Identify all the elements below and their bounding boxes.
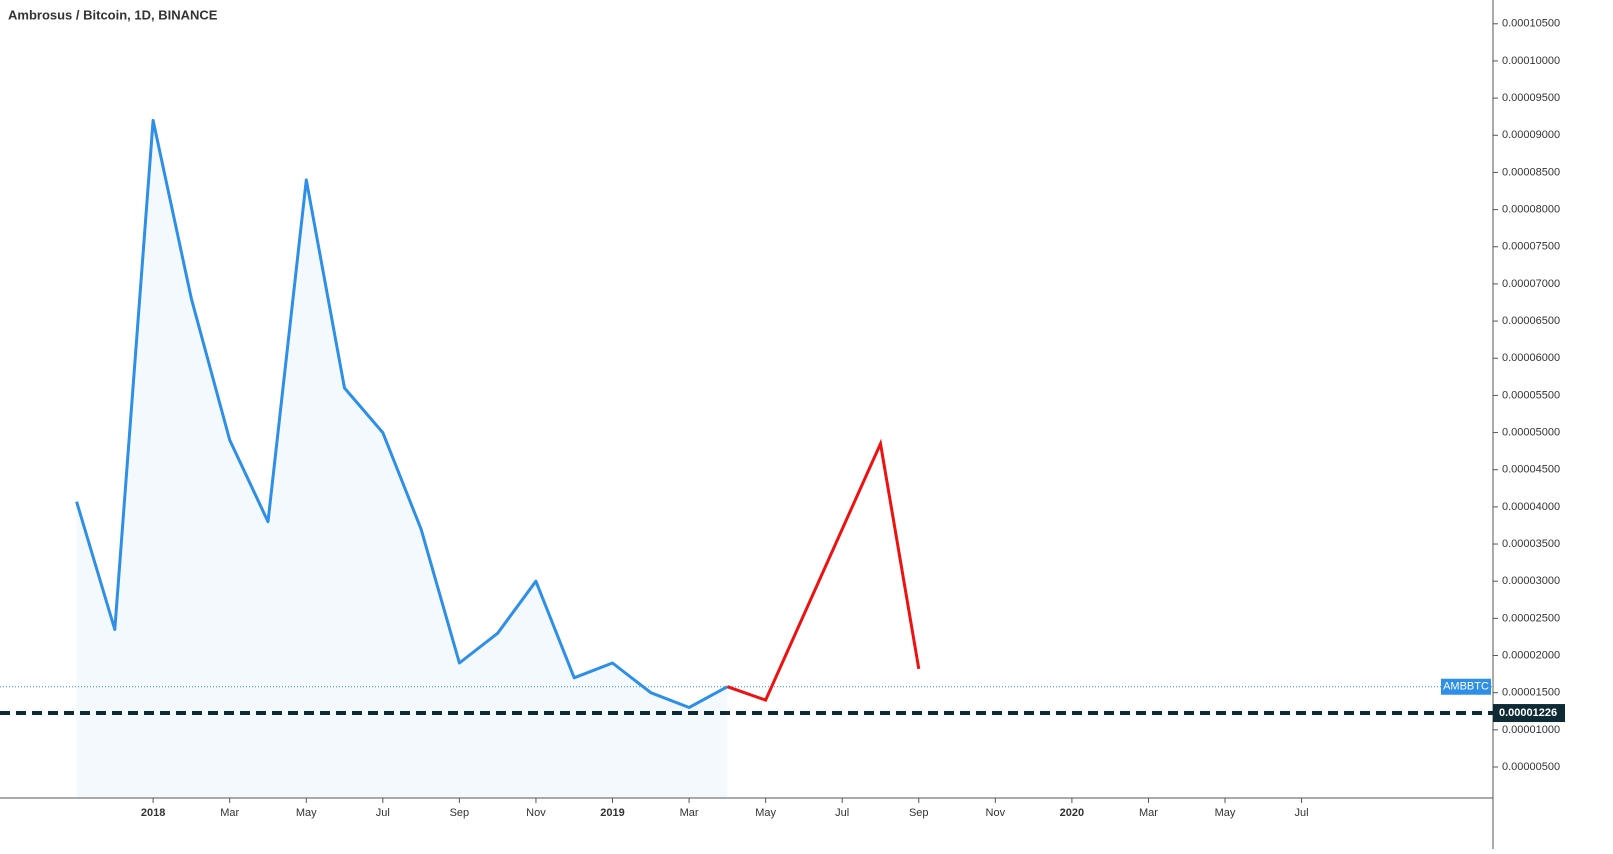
area xyxy=(76,120,728,798)
y-tick-label: 0.00008500 xyxy=(1502,166,1560,178)
y-tick-label: 0.00010500 xyxy=(1502,18,1560,30)
y-tick-label: 0.00001000 xyxy=(1502,724,1560,736)
y-tick-label: 0.00010000 xyxy=(1502,55,1560,67)
x-tick-label: Jul xyxy=(835,807,849,819)
y-tick-label: 0.00000500 xyxy=(1502,761,1560,773)
support-label: 0.00001226 xyxy=(1499,707,1557,719)
y-tick-label: 0.00004000 xyxy=(1502,501,1560,513)
x-tick-label: 2019 xyxy=(600,807,624,819)
last-price-tag xyxy=(1441,678,1491,695)
y-tick-label: 0.00003000 xyxy=(1502,575,1560,587)
y-tick-label: 0.00005500 xyxy=(1502,389,1560,401)
x-tick-label: May xyxy=(296,807,317,819)
y-tick-label: 0.00005000 xyxy=(1502,426,1560,438)
y-tick-label: 0.00004500 xyxy=(1502,464,1560,476)
y-tick-label: 0.00002000 xyxy=(1502,649,1560,661)
y-tick-label: 0.00006000 xyxy=(1502,352,1560,364)
x-tick-label: Sep xyxy=(909,807,929,819)
x-tick-label: May xyxy=(755,807,776,819)
y-tick-label: 0.00006500 xyxy=(1502,315,1560,327)
y-tick-label: 0.00009000 xyxy=(1502,129,1560,141)
y-tick-label: 0.00002500 xyxy=(1502,612,1560,624)
x-tick-label: Nov xyxy=(986,807,1006,819)
chart-title: Ambrosus / Bitcoin, 1D, BINANCE xyxy=(8,7,218,22)
x-tick-label: 2018 xyxy=(141,807,165,819)
y-tick-label: 0.00001500 xyxy=(1502,687,1560,699)
x-tick-label: Nov xyxy=(526,807,546,819)
y-tick-label: 0.00003500 xyxy=(1502,538,1560,550)
y-tick-label: 0.00007000 xyxy=(1502,278,1560,290)
price-line xyxy=(75,118,729,709)
x-tick-label: Mar xyxy=(220,807,239,819)
x-tick-label: Jul xyxy=(376,807,390,819)
support-tag xyxy=(1493,704,1565,723)
y-tick-label: 0.00009500 xyxy=(1502,92,1560,104)
drawing xyxy=(726,438,921,702)
x-tick-label: 2020 xyxy=(1060,807,1084,819)
series-name: AMBBTC xyxy=(1443,681,1489,693)
y-tick-label: 0.00008000 xyxy=(1502,203,1560,215)
x-tick-label: May xyxy=(1215,807,1236,819)
x-tick-label: Mar xyxy=(1139,807,1158,819)
x-tick-label: Jul xyxy=(1295,807,1309,819)
y-tick-label: 0.00007500 xyxy=(1502,241,1560,253)
x-tick-label: Sep xyxy=(450,807,470,819)
x-tick-label: Mar xyxy=(680,807,699,819)
